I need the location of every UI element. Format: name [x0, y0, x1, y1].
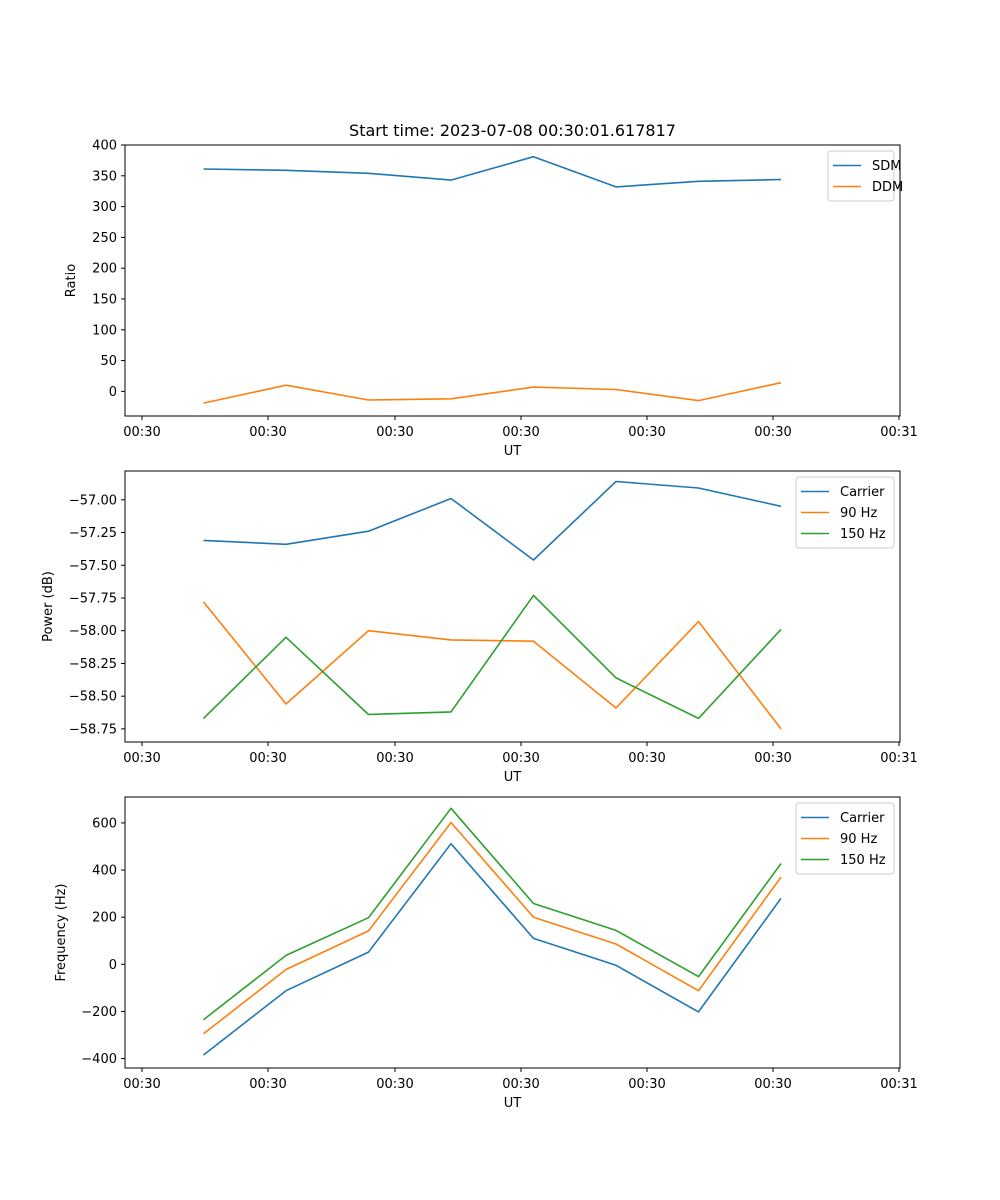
legend-label: SDM — [872, 159, 901, 174]
y-tick-label: −400 — [81, 1052, 117, 1067]
y-tick-label: 400 — [92, 864, 117, 879]
y-tick-label: 350 — [92, 169, 117, 184]
y-tick-label: −57.00 — [69, 493, 117, 508]
y-tick-label: 150 — [92, 292, 117, 307]
series-line-carrier — [203, 842, 782, 1056]
y-axis-label: Frequency (Hz) — [54, 883, 69, 981]
x-tick-label: 00:30 — [754, 425, 791, 440]
series-line-90-hz — [203, 821, 782, 1035]
x-tick-label: 00:30 — [123, 751, 160, 766]
x-tick-label: 00:30 — [628, 425, 665, 440]
x-tick-label: 00:30 — [249, 1077, 286, 1092]
y-tick-label: 400 — [92, 139, 117, 154]
x-tick-label: 00:30 — [249, 751, 286, 766]
legend-box — [795, 476, 895, 549]
series-line-90-hz — [202, 601, 782, 730]
axes-frame — [124, 796, 901, 1069]
x-tick-label: 00:31 — [880, 751, 917, 766]
y-tick-label: 200 — [92, 262, 117, 277]
y-tick-label: 200 — [92, 911, 117, 926]
x-tick-label: 00:30 — [376, 751, 413, 766]
y-tick-label: 100 — [92, 323, 117, 338]
x-tick-label: 00:30 — [754, 1077, 791, 1092]
x-tick-label: 00:30 — [376, 425, 413, 440]
x-tick-label: 00:30 — [376, 1077, 413, 1092]
y-tick-label: −58.00 — [69, 624, 117, 639]
x-tick-label: 00:30 — [123, 1077, 160, 1092]
x-axis-label: UT — [504, 1096, 522, 1111]
series-line-carrier — [203, 480, 782, 561]
x-axis-label: UT — [504, 770, 522, 785]
x-tick-label: 00:30 — [628, 1077, 665, 1092]
y-tick-label: −57.50 — [69, 559, 117, 574]
y-tick-label: −58.75 — [69, 722, 117, 737]
subplot-2: 00:30 00:30 00:30 00:30 00:30 00:30 00:31 UT −58… — [41, 470, 918, 785]
chart-title: Start time: 2023-07-08 00:30:01.617817 — [349, 121, 676, 140]
x-tick-label: 00:30 — [502, 1077, 539, 1092]
y-tick-label: 600 — [92, 816, 117, 831]
legend: Carrier 90 Hz 150 Hz — [795, 476, 895, 549]
subplot-1: Start time: 2023-07-08 00:30:01.61781700… — [64, 121, 918, 459]
x-tick-label: 00:30 — [628, 751, 665, 766]
x-tick-label: 00:31 — [880, 425, 917, 440]
x-tick-label: 00:30 — [123, 425, 160, 440]
axes-frame — [124, 144, 901, 417]
y-tick-label: 50 — [100, 354, 117, 369]
series-line-150-hz — [203, 807, 782, 1021]
y-tick-label: −57.25 — [69, 526, 117, 541]
legend-label: DDM — [872, 180, 903, 195]
legend-box — [795, 802, 895, 875]
x-tick-label: 00:30 — [502, 425, 539, 440]
y-tick-label: 0 — [109, 958, 117, 973]
subplot-3: 00:30 00:30 00:30 00:30 00:30 00:30 00:31 UT −40… — [54, 796, 918, 1111]
legend-label: 90 Hz — [840, 506, 877, 521]
x-axis-label: UT — [504, 444, 522, 459]
legend-label: 150 Hz — [840, 527, 886, 542]
y-tick-label: 250 — [92, 231, 117, 246]
x-tick-label: 00:31 — [880, 1077, 917, 1092]
legend-label: 150 Hz — [840, 853, 886, 868]
legend: Carrier 90 Hz 150 Hz — [795, 802, 895, 875]
y-tick-label: −57.75 — [69, 591, 117, 606]
series-line-150-hz — [202, 594, 782, 720]
x-tick-label: 00:30 — [502, 751, 539, 766]
y-tick-label: 0 — [109, 385, 117, 400]
series-line-sdm — [203, 155, 782, 188]
y-tick-label: 300 — [92, 200, 117, 215]
legend-box — [827, 150, 895, 202]
y-axis-label: Power (dB) — [41, 571, 56, 642]
y-axis-label: Ratio — [64, 264, 79, 297]
series-line-ddm — [203, 381, 782, 404]
y-tick-label: −200 — [81, 1005, 117, 1020]
axes-frame — [124, 470, 901, 743]
x-tick-label: 00:30 — [249, 425, 286, 440]
y-tick-label: −58.50 — [69, 690, 117, 705]
y-tick-label: −58.25 — [69, 657, 117, 672]
legend: SDM DDM — [827, 150, 903, 202]
legend-label: Carrier — [840, 485, 885, 500]
x-tick-label: 00:30 — [754, 751, 791, 766]
legend-label: Carrier — [840, 811, 885, 826]
legend-label: 90 Hz — [840, 832, 877, 847]
